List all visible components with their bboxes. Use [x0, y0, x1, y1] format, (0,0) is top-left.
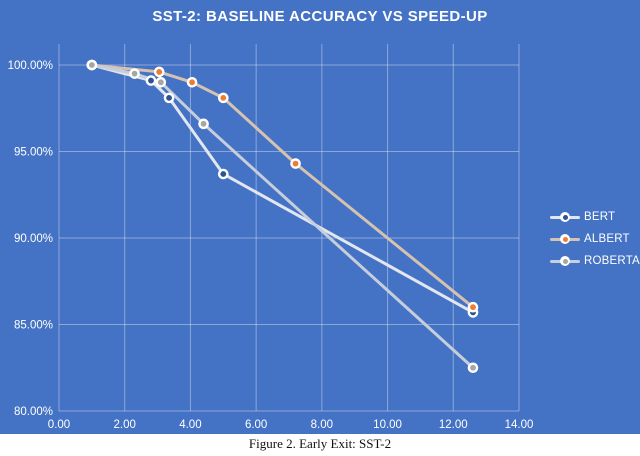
legend-marker-icon	[560, 212, 570, 222]
chart-background	[0, 0, 640, 434]
data-point-albert	[220, 94, 227, 101]
legend-label: ROBERTA	[584, 255, 640, 267]
plot-area: 80.00% 85.00% 90.00% 95.00% 100.00% 0.00 2.00 4…	[0, 0, 640, 434]
data-point-albert	[470, 304, 476, 311]
legend-swatch	[550, 233, 580, 245]
x-tick-label: 14.00	[505, 419, 534, 431]
data-point-roberta	[470, 364, 476, 371]
data-point-bert	[166, 94, 172, 101]
data-point-roberta	[157, 79, 164, 86]
data-point-bert	[220, 171, 227, 177]
data-point-roberta	[88, 62, 95, 68]
data-point-roberta	[200, 120, 207, 127]
y-tick-label: 80.00%	[14, 406, 53, 418]
legend-swatch	[550, 211, 580, 223]
y-tick-label: 100.00%	[8, 60, 53, 72]
x-tick-label: 2.00	[114, 419, 136, 431]
legend: BERT ALBERT ROBERTA	[550, 206, 640, 272]
x-tick-label: 0.00	[48, 419, 70, 431]
legend-item-bert: BERT	[550, 206, 640, 228]
y-tick-label: 90.00%	[14, 233, 53, 245]
x-tick-label: 4.00	[179, 419, 201, 431]
legend-item-roberta: ROBERTA	[550, 250, 640, 272]
chart-figure: 80.00% 85.00% 90.00% 95.00% 100.00% 0.00 2.00 4…	[0, 0, 640, 434]
y-tick-label: 85.00%	[14, 320, 53, 332]
y-tick-label: 95.00%	[14, 147, 53, 159]
legend-label: BERT	[584, 211, 616, 223]
chart-title: SST-2: BASELINE ACCURACY VS SPEED-UP	[152, 8, 488, 25]
series-line-albert	[90, 63, 475, 309]
legend-label: ALBERT	[584, 233, 630, 245]
x-tick-label: 12.00	[439, 419, 468, 431]
legend-marker-icon	[560, 234, 570, 244]
data-point-albert	[156, 69, 163, 75]
x-tick-label: 8.00	[311, 419, 333, 431]
figure-caption: Figure 2. Early Exit: SST-2	[248, 436, 392, 451]
x-tick-label: 6.00	[245, 419, 267, 431]
x-tick-label: 10.00	[373, 419, 402, 431]
legend-swatch	[550, 255, 580, 267]
data-point-albert	[189, 79, 195, 86]
legend-item-albert: ALBERT	[550, 228, 640, 250]
data-point-bert	[148, 77, 154, 84]
data-point-albert	[292, 160, 299, 167]
data-point-roberta	[131, 70, 138, 77]
legend-marker-icon	[560, 256, 570, 266]
